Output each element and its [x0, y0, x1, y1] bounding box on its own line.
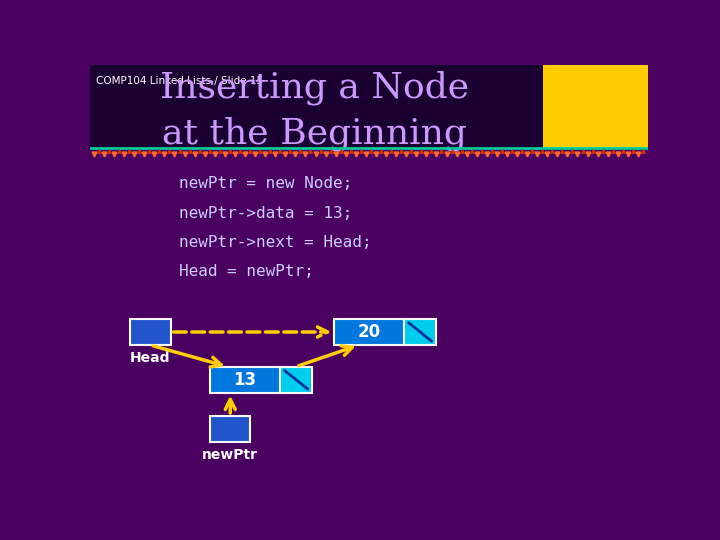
Bar: [130, 319, 171, 345]
Text: COMP104 Linked Lists / Slide 15: COMP104 Linked Lists / Slide 15: [96, 76, 264, 85]
Text: newPtr->data = 13;: newPtr->data = 13;: [179, 206, 352, 221]
Text: newPtr: newPtr: [202, 448, 258, 462]
Bar: [544, 65, 648, 148]
Text: 20: 20: [357, 323, 381, 341]
Bar: [404, 319, 436, 345]
Text: Head = newPtr;: Head = newPtr;: [179, 264, 314, 279]
Text: 13: 13: [233, 371, 256, 389]
Bar: [90, 65, 648, 148]
Bar: [210, 367, 280, 393]
Text: newPtr->next = Head;: newPtr->next = Head;: [179, 235, 372, 250]
Text: Head: Head: [130, 351, 171, 365]
Bar: [210, 416, 251, 442]
Bar: [280, 367, 312, 393]
Bar: [334, 319, 404, 345]
Text: Inserting a Node
at the Beginning: Inserting a Node at the Beginning: [160, 71, 469, 151]
Text: newPtr = new Node;: newPtr = new Node;: [179, 177, 352, 192]
